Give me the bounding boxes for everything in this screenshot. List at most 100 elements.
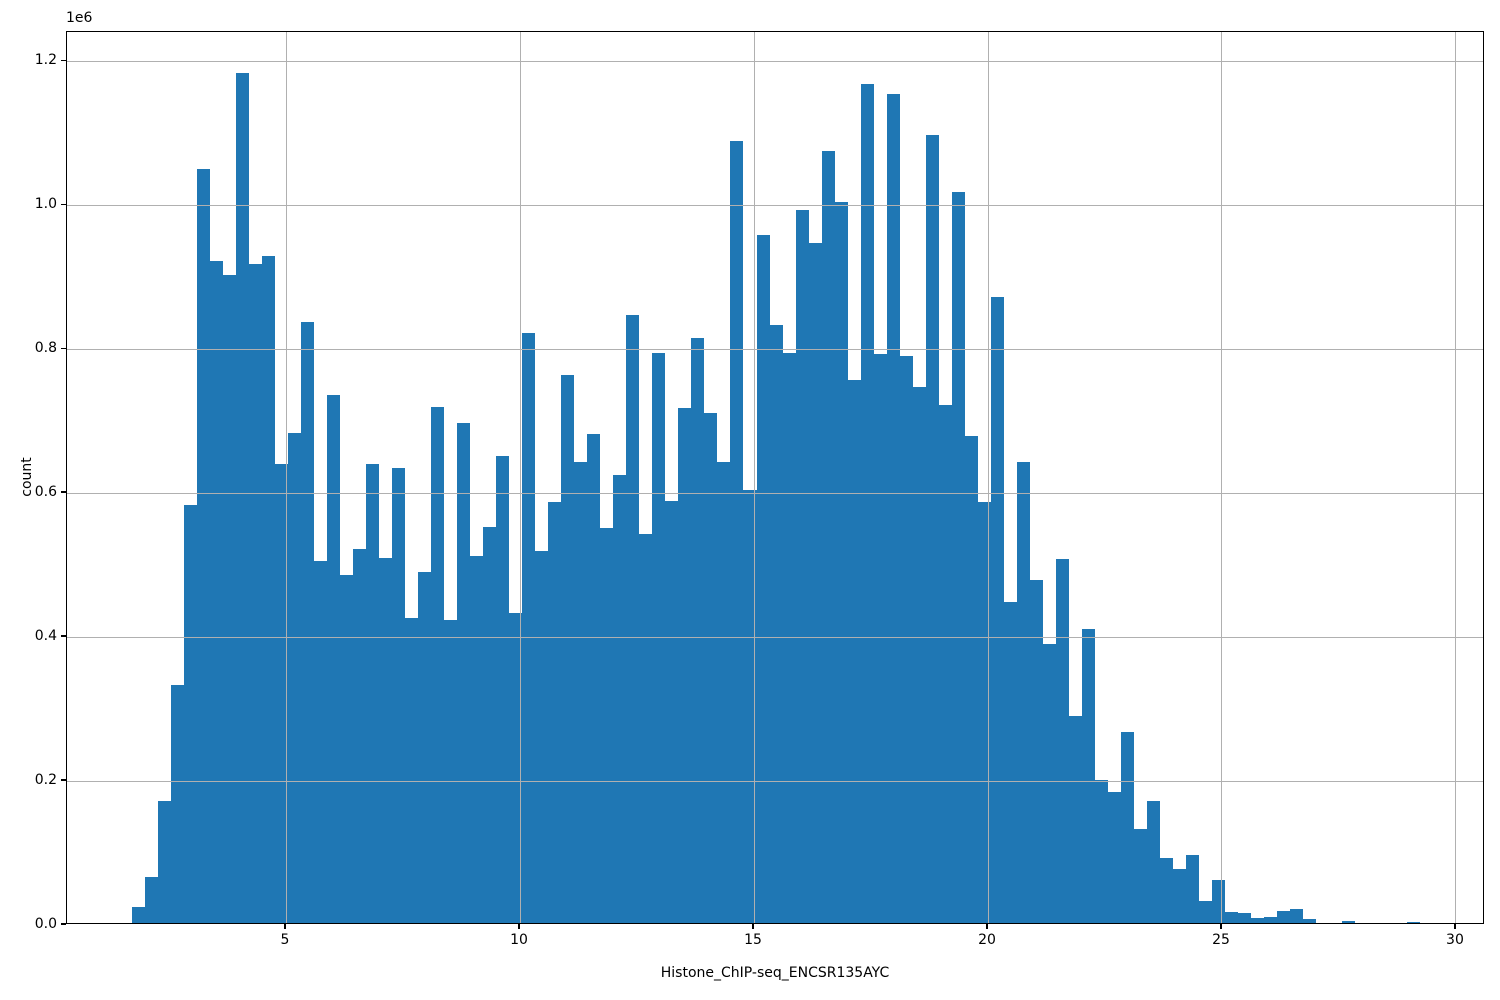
histogram-bar <box>821 150 835 923</box>
histogram-bar <box>1251 917 1265 923</box>
histogram-bar <box>834 202 848 923</box>
x-tick-label: 25 <box>1212 932 1230 948</box>
x-tick-mark <box>986 924 988 929</box>
y-tick-label: 0.2 <box>34 772 57 789</box>
x-tick-label: 30 <box>1446 932 1464 948</box>
histogram-bar <box>964 436 978 923</box>
histogram-bar <box>548 501 562 923</box>
histogram-bar <box>1238 912 1252 923</box>
histogram-bar <box>873 354 887 923</box>
histogram-bar <box>339 575 353 923</box>
histogram-bar <box>1160 857 1174 923</box>
histogram-bar <box>352 549 366 923</box>
x-tick-label: 10 <box>510 932 528 948</box>
histogram-bar <box>261 255 275 923</box>
histogram-bar <box>860 83 874 923</box>
gridline-horizontal <box>67 492 1483 494</box>
gridline-vertical <box>519 32 521 923</box>
histogram-bar <box>912 386 926 923</box>
histogram-bar <box>457 422 471 923</box>
histogram-bar <box>1277 910 1291 923</box>
gridline-vertical <box>753 32 755 923</box>
histogram-bar <box>847 379 861 923</box>
histogram-bar <box>1173 869 1187 923</box>
histogram-bar <box>431 406 445 923</box>
gridline-vertical <box>987 32 989 923</box>
y-tick-label: 0.6 <box>34 484 57 501</box>
histogram-bar <box>300 321 314 923</box>
histogram-bar <box>613 475 627 923</box>
x-tick-label: 20 <box>978 932 996 948</box>
histogram-bar <box>1342 920 1356 923</box>
histogram-bar <box>157 800 171 923</box>
histogram-bar <box>769 324 783 923</box>
histogram-bar <box>1407 921 1421 923</box>
histogram-bar <box>509 613 523 923</box>
histogram-bar <box>1003 601 1017 923</box>
histogram-bar <box>990 296 1004 923</box>
x-tick-mark <box>1454 924 1456 929</box>
histogram-bar <box>1121 731 1135 923</box>
histogram-bar <box>535 550 549 923</box>
histogram-bar <box>1264 916 1278 923</box>
histogram-bar <box>1134 828 1148 923</box>
histogram-bar <box>1303 918 1317 923</box>
histogram-bar <box>418 572 432 923</box>
histogram-bar <box>561 375 575 923</box>
histogram-bar <box>639 533 653 923</box>
histogram-bar <box>365 464 379 923</box>
y-tick-label: 0.4 <box>34 628 57 645</box>
histogram-bar <box>1029 580 1043 923</box>
histogram-bar <box>977 501 991 923</box>
histogram-bar <box>600 527 614 923</box>
y-tick-label: 1.2 <box>34 52 57 69</box>
histogram-bar <box>1212 879 1226 923</box>
histogram-bar <box>652 352 666 923</box>
y-tick-mark <box>61 635 66 637</box>
histogram-bar <box>1042 643 1056 923</box>
histogram-bar <box>1082 629 1096 923</box>
histogram-bar <box>522 333 536 923</box>
y-tick-mark <box>61 347 66 349</box>
histogram-bar <box>574 462 588 923</box>
histogram-bar <box>795 209 809 923</box>
y-tick-mark <box>61 491 66 493</box>
y-tick-mark <box>61 923 66 925</box>
y-tick-label: 1.0 <box>34 196 57 213</box>
histogram-bar <box>170 685 184 923</box>
histogram-bar <box>222 275 236 923</box>
gridline-horizontal <box>67 780 1483 782</box>
histogram-bar <box>144 876 158 923</box>
histogram-bar <box>1225 912 1239 923</box>
x-tick-mark <box>1220 924 1222 929</box>
histogram-bar <box>496 455 510 923</box>
histogram-bar <box>886 93 900 923</box>
histogram-bar <box>470 555 484 923</box>
x-tick-mark <box>752 924 754 929</box>
histogram-bar <box>1186 855 1200 923</box>
histogram-bar <box>691 337 705 923</box>
histogram-bar <box>730 141 744 923</box>
histogram-bar <box>391 468 405 923</box>
y-tick-label: 0.8 <box>34 340 57 357</box>
histogram-bar <box>209 261 223 923</box>
histogram-bar <box>274 463 288 923</box>
histogram-bar <box>378 558 392 923</box>
histogram-bar <box>951 191 965 923</box>
histogram-bar <box>131 907 145 923</box>
gridline-horizontal <box>67 348 1483 350</box>
histogram-bar <box>626 315 640 923</box>
histogram-bar <box>1147 800 1161 923</box>
x-tick-label: 5 <box>280 932 290 948</box>
gridline-horizontal <box>67 204 1483 206</box>
histogram-bar <box>1055 559 1069 923</box>
histogram-bar <box>704 412 718 923</box>
histogram-bar <box>196 168 210 923</box>
histogram-bar <box>404 617 418 923</box>
histogram-bar <box>326 395 340 923</box>
gridline-vertical <box>285 32 287 923</box>
y-tick-mark <box>61 203 66 205</box>
x-tick-mark <box>284 924 286 929</box>
histogram-bar <box>1108 791 1122 923</box>
